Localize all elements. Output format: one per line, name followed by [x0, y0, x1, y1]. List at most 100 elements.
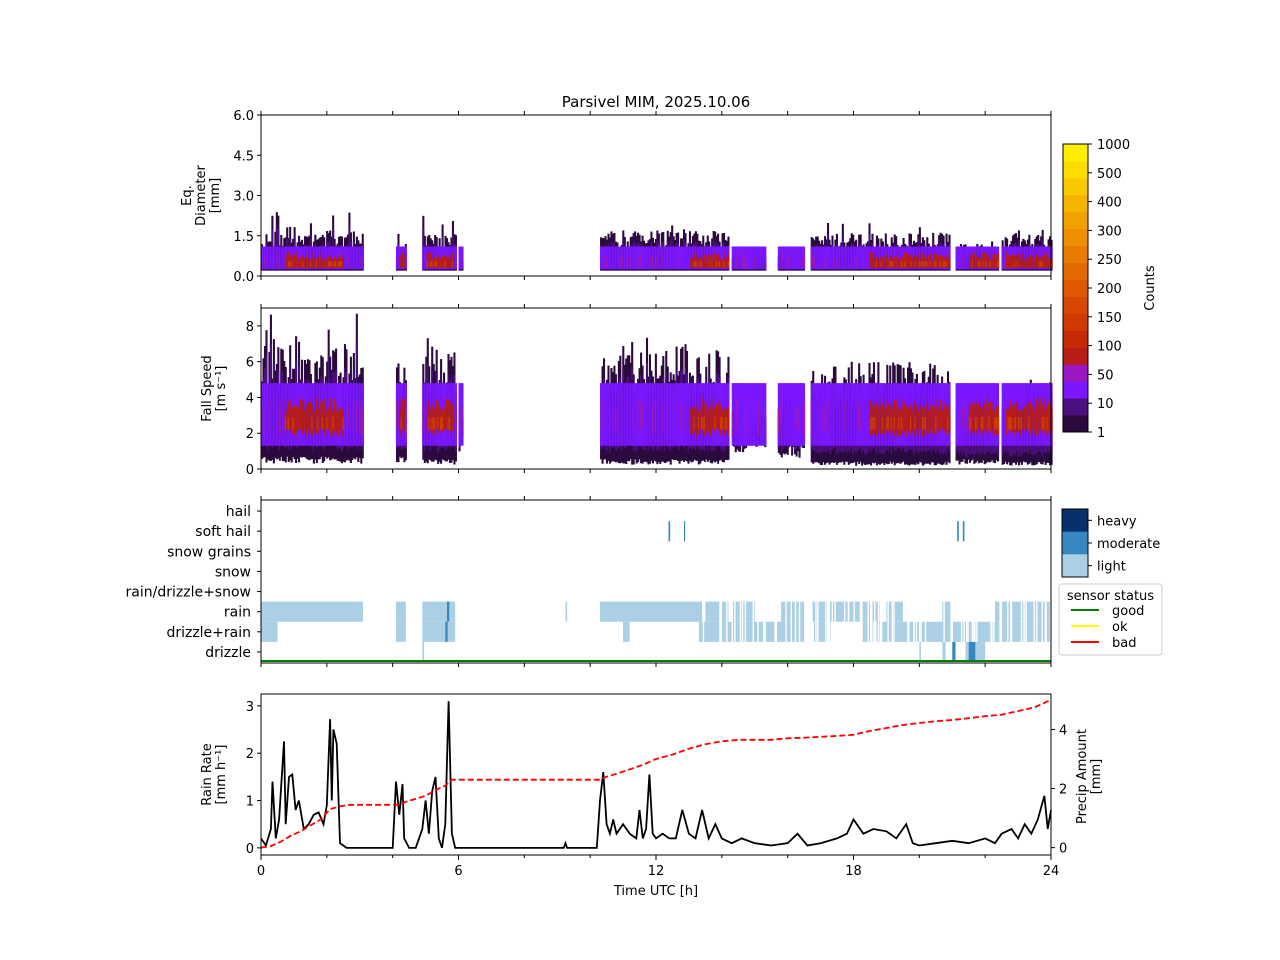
heat-cell-inner: [968, 246, 971, 270]
heat-cell-core: [284, 259, 287, 268]
heat-cell-peak: [1041, 261, 1044, 267]
precip-bar-rain: [781, 601, 805, 622]
precip-amount-ylabel-line: [mm]: [1089, 759, 1104, 794]
heat-cell-peak: [901, 261, 904, 267]
status-label-ok: ok: [1112, 620, 1128, 635]
heat-cell-inner: [752, 383, 755, 446]
heat-cell-core: [1022, 253, 1025, 268]
heat-cell-peak: [944, 261, 947, 267]
heat-cell-core: [432, 253, 435, 268]
precip-type-label: snow: [215, 564, 251, 580]
heat-cell-peak: [1014, 417, 1018, 430]
heat-cell-peak: [697, 417, 700, 430]
heat-cell-inner: [601, 246, 604, 270]
rain-xtick-label: 12: [648, 864, 665, 879]
heat-cell-core: [1016, 402, 1019, 433]
heat-cell-core: [1032, 256, 1035, 268]
heat-cell-inner: [958, 383, 961, 446]
heat-cell-peak: [721, 417, 724, 430]
heat-cell-inner: [611, 246, 614, 270]
heat-cell-inner: [687, 383, 690, 446]
heat-cell-inner: [824, 246, 827, 270]
heat-cell-inner: [840, 383, 843, 446]
precip-bar-gap: [861, 601, 863, 642]
precip-amount-ylabel-line: Precip Amount: [1075, 729, 1090, 824]
heat-cell-core: [666, 255, 669, 268]
heat-cell-peak: [994, 417, 997, 430]
heat-cell-core: [714, 252, 717, 268]
heat-cell-core: [629, 255, 632, 268]
heat-cell-inner: [861, 383, 864, 446]
heat-cell-core: [450, 254, 453, 268]
precip-bar-gap: [891, 601, 893, 642]
heat-cell-core: [967, 411, 970, 435]
rain-xlabel: Time UTC [h]: [613, 884, 698, 899]
heat-cell-peak: [703, 417, 706, 430]
precip-bar-drizzle-rain: [395, 621, 406, 642]
heat-cell-core: [834, 259, 837, 268]
heat-cell-inner: [762, 246, 765, 270]
status-label-bad: bad: [1112, 636, 1136, 651]
heat-cell-core: [355, 402, 358, 432]
heat-cell-core: [920, 404, 923, 429]
heat-cell-peak: [332, 417, 335, 430]
heat-cell-inner: [761, 246, 764, 270]
heat-cell-inner: [628, 246, 631, 270]
heat-cell-inner: [752, 246, 755, 270]
heat-cell-inner: [838, 246, 841, 270]
heat-cell-peak: [400, 417, 403, 430]
heat-cell-core: [352, 400, 355, 431]
heat-cell-core: [662, 404, 665, 433]
heat-cell-inner: [628, 383, 631, 446]
heat-cell-inner: [275, 246, 278, 270]
heat-cell-core: [878, 397, 881, 434]
heat-cell-core: [1010, 256, 1013, 268]
heat-cell-inner: [712, 246, 715, 270]
colorbar-level: [1063, 160, 1088, 179]
heat-cell-core: [722, 408, 726, 436]
heat-cell-peak: [431, 417, 434, 430]
heat-cell-inner: [849, 383, 852, 446]
heat-cell-core: [619, 256, 622, 268]
heat-cell-core: [904, 403, 907, 432]
heat-cell-inner: [957, 246, 960, 270]
heat-cell-inner: [635, 246, 638, 270]
precip-amount-ylabel: Precip Amount [mm]: [1075, 729, 1104, 824]
heat-cell-inner: [448, 246, 452, 270]
heat-cell-core: [973, 403, 976, 433]
diameter-ylabel: Eq. Diameter [mm]: [180, 165, 223, 226]
heat-cell-core: [1010, 399, 1013, 431]
heat-cell-core: [858, 402, 861, 430]
heat-cell-inner: [315, 246, 318, 270]
heat-cell-inner: [622, 383, 625, 446]
heat-cell-core: [1028, 403, 1031, 431]
heat-cell-peak: [909, 261, 913, 267]
heat-cell-core: [403, 255, 406, 268]
heat-cell-peak: [939, 261, 942, 267]
heat-cell-core: [933, 406, 936, 435]
heat-cell-core: [327, 407, 330, 430]
heat-cell-core: [1029, 401, 1032, 435]
heat-cell-peak: [335, 261, 338, 267]
heat-cell-core: [324, 403, 327, 437]
heat-cell-inner: [283, 246, 286, 270]
heat-cell-inner: [1003, 383, 1006, 446]
heat-cell-peak: [429, 261, 432, 267]
heat-cell-core: [941, 410, 944, 428]
heat-cell-peak: [315, 261, 318, 267]
heat-cell-peak: [995, 417, 998, 430]
heat-cell-inner: [864, 246, 867, 270]
heat-cell-core: [295, 256, 298, 268]
heat-cell-core: [336, 258, 339, 268]
heat-cell-inner: [780, 246, 783, 270]
heat-cell-inner: [868, 246, 871, 270]
heat-cell-inner: [422, 246, 425, 270]
heat-cell-peak: [693, 261, 696, 267]
heat-cell-core: [717, 405, 720, 429]
fallspeed-ytick-label: 2: [246, 427, 254, 442]
precip-bar-rain: [261, 601, 364, 622]
heat-cell-core: [654, 402, 657, 432]
precip-bar-drizzle-rain: [445, 621, 448, 642]
heat-cell-peak: [1046, 417, 1049, 430]
heat-cell-core: [1026, 255, 1029, 268]
